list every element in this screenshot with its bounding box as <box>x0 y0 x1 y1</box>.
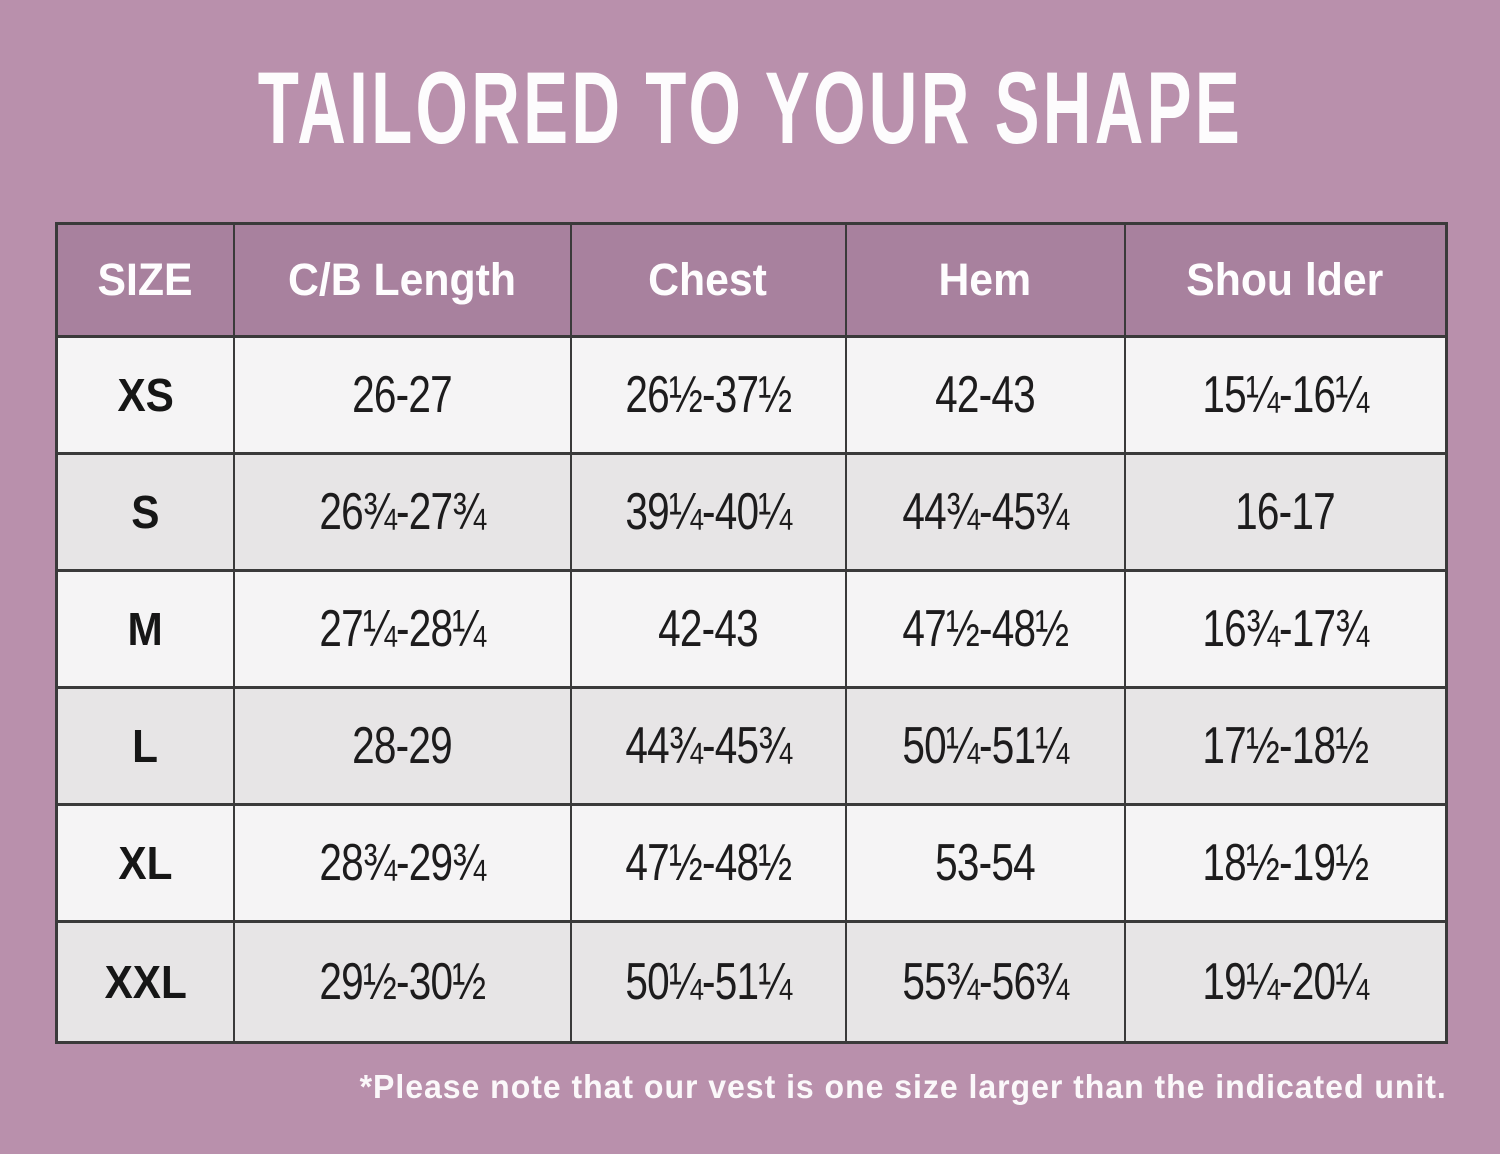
hem-cell: 53-54 <box>844 803 1126 923</box>
size-cell: M <box>55 569 235 689</box>
header-size: SIZE <box>55 222 235 338</box>
shoulder-value: 17½-18½ <box>1202 717 1369 775</box>
cb-length-cell: 28-29 <box>232 686 572 806</box>
cb-length-cell: 27¼-28¼ <box>232 569 572 689</box>
shoulder-cell: 15¼-16¼ <box>1123 335 1448 455</box>
chest-value: 39¼-40¼ <box>625 483 792 541</box>
table-row-xxl: XXL 29½-30½ 50¼-51¼ 55¾-56¾ 19¼-20¼ <box>55 920 1448 1044</box>
chest-value: 42-43 <box>658 600 759 658</box>
size-value: XL <box>118 837 173 889</box>
size-value: S <box>131 486 160 538</box>
table-row-l: L 28-29 44¾-45¾ 50¼-51¼ 17½-18½ <box>55 686 1448 806</box>
table-row-s: S 26¾-27¾ 39¼-40¼ 44¾-45¾ 16-17 <box>55 452 1448 572</box>
table-header-row: SIZE C/B Length Chest Hem Shou lder <box>55 222 1448 338</box>
hem-value: 50¼-51¼ <box>902 717 1069 775</box>
header-size-label: SIZE <box>97 254 193 305</box>
shoulder-value: 16-17 <box>1235 483 1336 541</box>
shoulder-value: 16¾-17¾ <box>1202 600 1369 658</box>
header-chest: Chest <box>569 222 847 338</box>
shoulder-cell: 18½-19½ <box>1123 803 1448 923</box>
chest-value: 26½-37½ <box>625 366 792 424</box>
cb-length-value: 28-29 <box>352 717 453 775</box>
shoulder-cell: 16-17 <box>1123 452 1448 572</box>
size-cell: XS <box>55 335 235 455</box>
hem-value: 55¾-56¾ <box>902 953 1069 1011</box>
chest-cell: 47½-48½ <box>569 803 847 923</box>
page-title: TAILORED TO YOUR SHAPE <box>0 52 1500 164</box>
hem-cell: 47½-48½ <box>844 569 1126 689</box>
size-cell: L <box>55 686 235 806</box>
shoulder-cell: 16¾-17¾ <box>1123 569 1448 689</box>
cb-length-cell: 28¾-29¾ <box>232 803 572 923</box>
hem-value: 53-54 <box>935 834 1036 892</box>
page-title-text: TAILORED TO YOUR SHAPE <box>257 51 1243 165</box>
chest-cell: 26½-37½ <box>569 335 847 455</box>
header-hem-label: Hem <box>938 254 1032 305</box>
chest-value: 50¼-51¼ <box>625 953 792 1011</box>
cb-length-value: 26¾-27¾ <box>319 483 486 541</box>
size-value: XXL <box>104 956 187 1008</box>
header-shoulder: Shou lder <box>1123 222 1448 338</box>
table-row-m: M 27¼-28¼ 42-43 47½-48½ 16¾-17¾ <box>55 569 1448 689</box>
shoulder-value: 15¼-16¼ <box>1202 366 1369 424</box>
size-cell: XL <box>55 803 235 923</box>
header-cb-length-label: C/B Length <box>288 254 516 305</box>
size-value: M <box>127 603 163 655</box>
size-value: XS <box>117 369 174 421</box>
table-row-xs: XS 26-27 26½-37½ 42-43 15¼-16¼ <box>55 335 1448 455</box>
cb-length-value: 29½-30½ <box>319 953 486 1011</box>
header-hem: Hem <box>844 222 1126 338</box>
hem-value: 47½-48½ <box>902 600 1069 658</box>
shoulder-cell: 19¼-20¼ <box>1123 920 1448 1044</box>
chest-cell: 42-43 <box>569 569 847 689</box>
cb-length-value: 28¾-29¾ <box>319 834 486 892</box>
cb-length-cell: 26-27 <box>232 335 572 455</box>
chest-cell: 39¼-40¼ <box>569 452 847 572</box>
hem-cell: 50¼-51¼ <box>844 686 1126 806</box>
header-cb-length: C/B Length <box>232 222 572 338</box>
size-cell: XXL <box>55 920 235 1044</box>
footnote: *Please note that our vest is one size l… <box>326 1068 1447 1106</box>
chest-value: 47½-48½ <box>625 834 792 892</box>
header-shoulder-label: Shou lder <box>1186 254 1384 305</box>
hem-value: 44¾-45¾ <box>902 483 1069 541</box>
shoulder-value: 19¼-20¼ <box>1202 953 1369 1011</box>
size-value: L <box>132 720 159 772</box>
header-chest-label: Chest <box>648 254 768 305</box>
hem-cell: 55¾-56¾ <box>844 920 1126 1044</box>
hem-value: 42-43 <box>935 366 1036 424</box>
size-chart-table: SIZE C/B Length Chest Hem Shou lder XS 2… <box>55 222 1448 1044</box>
cb-length-value: 26-27 <box>352 366 453 424</box>
table-row-xl: XL 28¾-29¾ 47½-48½ 53-54 18½-19½ <box>55 803 1448 923</box>
hem-cell: 42-43 <box>844 335 1126 455</box>
cb-length-value: 27¼-28¼ <box>319 600 486 658</box>
shoulder-cell: 17½-18½ <box>1123 686 1448 806</box>
cb-length-cell: 29½-30½ <box>232 920 572 1044</box>
chest-value: 44¾-45¾ <box>625 717 792 775</box>
hem-cell: 44¾-45¾ <box>844 452 1126 572</box>
footnote-text: *Please note that our vest is one size l… <box>359 1068 1447 1105</box>
chest-cell: 44¾-45¾ <box>569 686 847 806</box>
shoulder-value: 18½-19½ <box>1202 834 1369 892</box>
cb-length-cell: 26¾-27¾ <box>232 452 572 572</box>
size-cell: S <box>55 452 235 572</box>
chest-cell: 50¼-51¼ <box>569 920 847 1044</box>
